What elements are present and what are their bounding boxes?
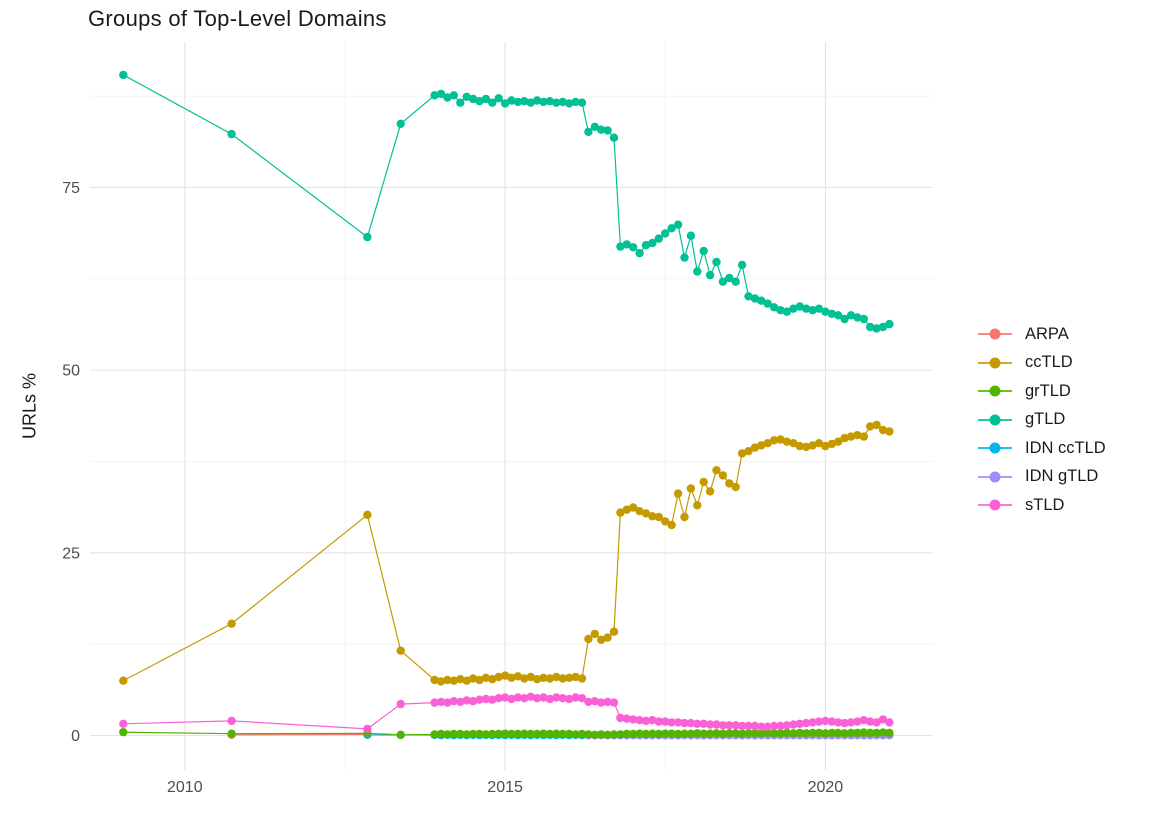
- legend-key-icon: [978, 413, 1012, 427]
- legend-label: IDN ccTLD: [1025, 438, 1106, 457]
- series-grtld: [119, 728, 894, 739]
- legend-label: gTLD: [1025, 410, 1066, 429]
- grid-minor: [90, 42, 933, 770]
- legend-label: ARPA: [1025, 324, 1069, 343]
- y-tick-label: 50: [62, 363, 80, 380]
- y-tick-label: 75: [62, 180, 80, 197]
- y-tick-label: 0: [71, 728, 80, 745]
- legend-label: IDN gTLD: [1025, 467, 1099, 486]
- grid-major: [90, 42, 933, 770]
- series-gtld: [119, 70, 894, 333]
- legend-key-icon: [978, 470, 1012, 484]
- legend-item-stld: sTLD: [978, 491, 1106, 520]
- legend-label: grTLD: [1025, 381, 1071, 400]
- legend: ARPA ccTLD grTLD gTLD IDN ccTLD IDN gTLD sTLD: [978, 320, 1106, 520]
- legend-item-idn-gtld: IDN gTLD: [978, 463, 1106, 492]
- legend-item-cctld: ccTLD: [978, 349, 1106, 378]
- legend-key-icon: [978, 327, 1012, 341]
- series-stld: [119, 692, 894, 734]
- chart-title: Groups of Top-Level Domains: [88, 6, 387, 31]
- legend-key-icon: [978, 441, 1012, 455]
- series-arpa: [227, 730, 372, 739]
- series-cctld: [119, 420, 894, 686]
- y-tick-label: 25: [62, 545, 80, 562]
- x-tick-label: 2010: [167, 779, 203, 796]
- legend-item-grtld: grTLD: [978, 377, 1106, 406]
- legend-label: sTLD: [1025, 495, 1065, 514]
- legend-key-icon: [978, 384, 1012, 398]
- legend-key-icon: [978, 356, 1012, 370]
- legend-item-idn-cctld: IDN ccTLD: [978, 434, 1106, 463]
- x-tick-label: 2020: [808, 779, 844, 796]
- legend-item-gtld: gTLD: [978, 406, 1106, 435]
- axis-ticks: 0 25 50 75 2010 2015 2020: [62, 180, 843, 796]
- legend-item-arpa: ARPA: [978, 320, 1106, 349]
- x-tick-label: 2015: [487, 779, 523, 796]
- legend-key-icon: [978, 498, 1012, 512]
- legend-label: ccTLD: [1025, 353, 1073, 372]
